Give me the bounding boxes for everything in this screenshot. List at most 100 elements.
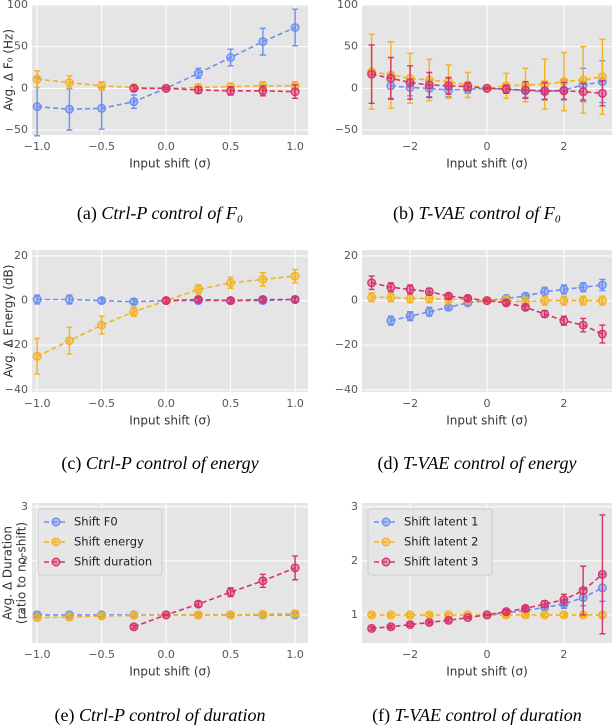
plot-area	[32, 250, 308, 392]
marker	[290, 294, 300, 304]
x-tick-label: 0.5	[222, 140, 240, 153]
error-bar	[522, 612, 529, 618]
error-bar	[407, 622, 414, 627]
caption: (d) T-VAE control of energy	[378, 453, 577, 474]
error-bar	[445, 76, 452, 95]
legend-marker	[381, 517, 391, 527]
caption-text: T-VAE control of duration	[395, 705, 582, 725]
marker	[386, 622, 396, 632]
y-axis-label: Avg. Δ Duration	[1, 526, 15, 620]
marker	[97, 103, 107, 113]
error-bar	[292, 8, 299, 47]
marker	[193, 610, 203, 620]
y-tick-label: −50	[5, 123, 28, 136]
legend-label: Shift duration	[74, 555, 152, 569]
marker	[386, 610, 396, 620]
error-bar	[599, 80, 606, 107]
marker	[226, 278, 236, 288]
error-bar	[66, 326, 73, 355]
marker	[258, 576, 268, 586]
caption-text: T-VAE control of F₀	[419, 203, 561, 223]
panel: −1.0 −0.5 0.0 0.5 1.0 −40 −20 0 20 Input shift (σ…	[2, 249, 308, 474]
error-bar	[445, 617, 452, 623]
y-tick-label: 1	[351, 608, 358, 621]
x-tick-label: −2	[402, 648, 418, 661]
marker	[597, 72, 607, 82]
y-tick-label: 0	[351, 294, 358, 307]
marker	[386, 282, 396, 292]
marker	[540, 287, 550, 297]
error-bar	[227, 48, 234, 67]
error-bar	[464, 295, 471, 302]
marker	[463, 82, 473, 92]
marker	[405, 311, 415, 321]
y-tick-label: 1	[21, 608, 28, 621]
error-bar	[503, 609, 510, 614]
error-bar	[292, 555, 299, 581]
marker	[386, 292, 396, 302]
marker	[129, 307, 139, 317]
marker	[290, 271, 300, 281]
marker	[597, 569, 607, 579]
x-axis-label: Input shift (σ)	[446, 157, 528, 171]
y-tick-label: −20	[335, 338, 358, 351]
y-tick-label: 50	[14, 40, 28, 53]
error-bar	[445, 293, 452, 300]
marker	[290, 87, 300, 97]
x-tick-label: 2	[560, 648, 567, 661]
y-tick-label: 0	[21, 294, 28, 307]
marker	[444, 615, 454, 625]
y-tick-label: 3	[351, 500, 358, 513]
y-tick-label: 2	[351, 554, 358, 567]
legend-marker	[381, 537, 391, 547]
y-tick-label: 20	[14, 249, 28, 262]
marker	[520, 603, 530, 613]
marker	[129, 83, 139, 93]
y-tick-label: −40	[335, 383, 358, 396]
marker	[597, 296, 607, 306]
marker	[424, 610, 434, 620]
x-axis-label: Input shift (σ)	[129, 157, 211, 171]
legend-label: Shift latent 2	[404, 535, 478, 549]
legend-marker	[51, 557, 61, 567]
error-bar	[560, 81, 567, 100]
caption-text: Ctrl-P control of F₀	[101, 203, 243, 223]
legend-marker	[51, 537, 61, 547]
x-tick-label: 0	[484, 648, 491, 661]
marker	[290, 563, 300, 573]
marker	[97, 81, 107, 91]
x-tick-label: 0.0	[157, 140, 175, 153]
x-tick-label: 1.0	[286, 648, 304, 661]
x-tick-label: 1.0	[286, 397, 304, 410]
y-axis-label: Avg. Δ Energy (dB)	[2, 265, 16, 378]
caption-label: (e)	[55, 705, 75, 726]
error-bar	[259, 27, 266, 56]
caption-text: Ctrl-P control of duration	[79, 705, 266, 725]
y-tick-label: −50	[335, 123, 358, 136]
marker	[559, 610, 569, 620]
marker	[559, 86, 569, 96]
x-tick-label: −2	[402, 140, 418, 153]
marker	[578, 296, 588, 306]
x-axis-label: Input shift (σ)	[129, 414, 211, 428]
caption: (f) T-VAE control of duration	[372, 705, 582, 726]
caption-text: Ctrl-P control of energy	[86, 453, 259, 473]
x-tick-label: 0.0	[157, 648, 175, 661]
error-bar	[484, 613, 490, 617]
series-line	[133, 567, 296, 628]
error-bar	[580, 45, 587, 115]
x-tick-label: 2	[560, 140, 567, 153]
error-bar	[195, 612, 202, 618]
error-bar	[98, 315, 105, 335]
marker	[501, 84, 511, 94]
marker	[386, 73, 396, 83]
caption: (c) Ctrl-P control of energy	[61, 453, 258, 474]
x-tick-label: 0.0	[157, 397, 175, 410]
error-bar	[130, 624, 137, 630]
x-tick-label: −2	[402, 397, 418, 410]
marker	[161, 296, 171, 306]
error-bar	[98, 297, 105, 304]
caption-label: (a)	[77, 203, 97, 224]
x-axis-label: Input shift (σ)	[446, 665, 528, 679]
legend-box	[367, 508, 493, 576]
